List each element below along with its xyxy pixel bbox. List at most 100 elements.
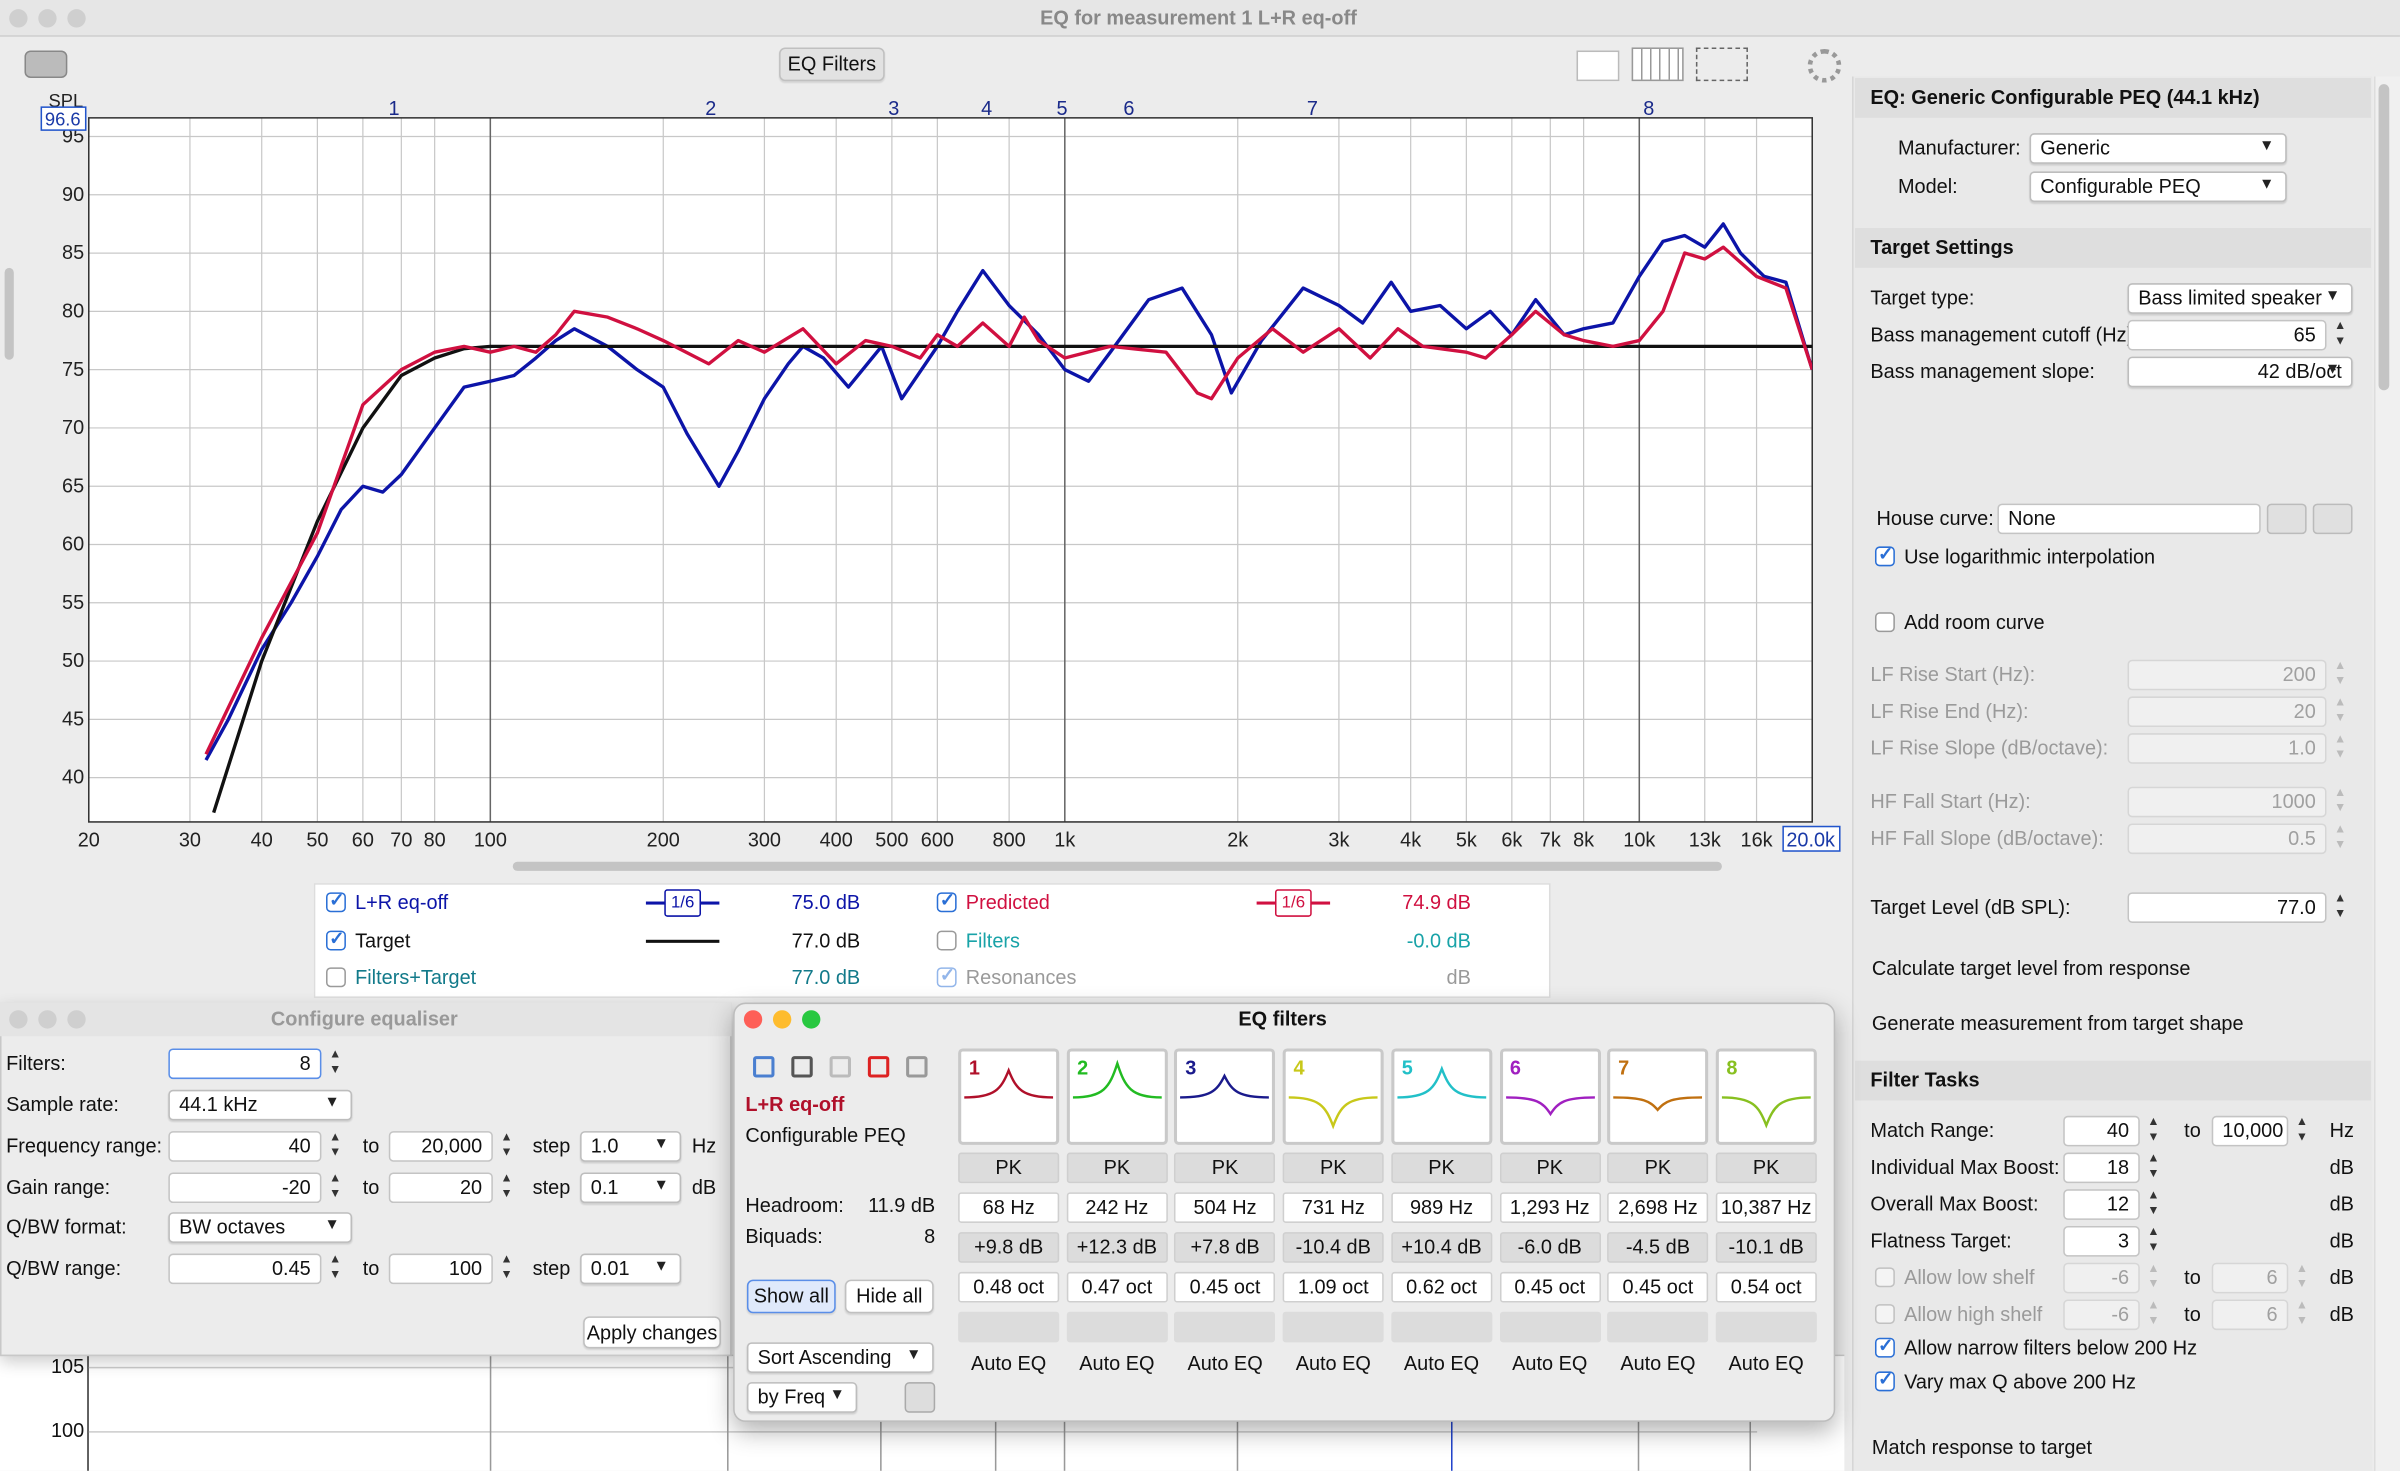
filter-cell[interactable]: 10,387 Hz [1715,1192,1817,1223]
filter-cell[interactable]: 1,293 Hz [1499,1192,1601,1223]
field[interactable]: 20 [388,1172,493,1204]
eq-filters-button[interactable]: EQ Filters [779,47,885,82]
stepper[interactable] [2331,318,2349,351]
filter-cell[interactable]: 0.48 oct [958,1271,1060,1303]
dropdown-arrow[interactable] [2325,357,2343,388]
filters-field[interactable]: 8 [168,1048,322,1080]
field[interactable]: 18 [2063,1152,2140,1184]
qbw-format-dropdown[interactable]: BW octaves [168,1212,353,1243]
stepper[interactable] [326,1130,344,1162]
filter-cell[interactable]: PK [1174,1152,1276,1184]
checkbox[interactable] [1874,1335,1895,1358]
filter-cell[interactable]: 731 Hz [1282,1192,1384,1223]
dropdown-arrow[interactable] [324,1090,342,1121]
stepper[interactable] [2331,891,2349,923]
stepper[interactable] [497,1171,515,1203]
filter-graphic: 3 [1174,1048,1276,1145]
filter-cell[interactable]: -4.5 dB [1607,1232,1709,1263]
filter-cell[interactable]: -6.0 dB [1499,1232,1601,1263]
filter-cell[interactable]: PK [1282,1152,1384,1184]
filter-cell[interactable]: -10.1 dB [1715,1232,1817,1263]
action-link[interactable]: Calculate target level from response [1871,956,2191,980]
filter-cell[interactable]: +10.4 dB [1391,1232,1493,1263]
dropdown-arrow[interactable] [2259,133,2277,164]
filter-marker: 7 [1307,98,1318,120]
filter-cell[interactable]: 989 Hz [1391,1192,1493,1223]
stepper[interactable] [2144,1114,2162,1147]
filter-cell[interactable]: 1.09 oct [1282,1271,1384,1303]
apply-button[interactable]: Apply changes [583,1316,721,1349]
field[interactable]: 10,000 [2211,1115,2289,1147]
stepper[interactable] [497,1252,515,1285]
dropdown-arrow[interactable] [906,1342,924,1373]
filter-cell[interactable]: 0.47 oct [1066,1271,1168,1303]
checkbox[interactable] [1874,1368,1895,1392]
field[interactable]: 40 [168,1131,322,1162]
checkbox[interactable] [1874,612,1895,633]
hide-all-button[interactable]: Hide all [844,1279,934,1314]
field[interactable]: -20 [168,1172,322,1204]
stepper[interactable] [497,1130,515,1162]
to-label: to [362,1175,380,1199]
field[interactable]: 77.0 [2127,892,2327,923]
filter-cell[interactable]: PK [1715,1152,1817,1184]
action-link[interactable]: Match response to target [1871,1435,2093,1459]
checkbox[interactable] [936,889,957,913]
stepper[interactable] [2144,1224,2162,1257]
checkbox[interactable] [936,929,957,950]
stepper[interactable] [2293,1114,2311,1147]
field[interactable]: 100 [388,1253,493,1285]
filter-cell[interactable]: 0.45 oct [1499,1271,1601,1303]
filter-cell[interactable]: PK [958,1152,1060,1184]
field[interactable]: 12 [2063,1189,2140,1220]
view-icon [1631,47,1684,82]
stepper[interactable] [2144,1188,2162,1220]
stepper[interactable] [326,1047,344,1079]
house-curve-field[interactable]: None [1997,503,2261,535]
stepper[interactable] [326,1252,344,1285]
field[interactable]: 3 [2063,1226,2140,1257]
model-dropdown[interactable]: Configurable PEQ [2029,171,2287,203]
dropdown[interactable]: 42 dB/oct [2127,356,2353,388]
checkbox[interactable] [1874,543,1895,567]
filter-cell[interactable]: PK [1066,1152,1168,1184]
dropdown-arrow[interactable] [654,1131,672,1162]
filter-cell[interactable]: 0.54 oct [1715,1271,1817,1303]
show-all-button[interactable]: Show all [746,1279,836,1314]
filter-cell[interactable]: PK [1499,1152,1601,1184]
checkbox[interactable] [326,889,346,913]
field[interactable]: 40 [2063,1115,2140,1147]
dropdown-arrow[interactable] [2325,283,2343,314]
dropdown[interactable]: Bass limited speaker [2127,283,2353,314]
filter-cell[interactable]: 504 Hz [1174,1192,1276,1223]
filter-cell[interactable]: +7.8 dB [1174,1232,1276,1263]
field[interactable]: 0.45 [168,1253,322,1285]
sort-dropdown[interactable]: Sort Ascending [746,1342,934,1373]
action-link[interactable]: Generate measurement from target shape [1871,1011,2244,1035]
filter-cell[interactable]: 242 Hz [1066,1192,1168,1223]
filter-cell[interactable]: 68 Hz [958,1192,1060,1223]
field[interactable]: 65 [2127,319,2327,351]
filter-cell[interactable]: 0.45 oct [1174,1271,1276,1303]
filter-cell[interactable]: PK [1607,1152,1709,1184]
manufacturer-dropdown[interactable]: Generic [2029,133,2287,164]
filter-mode: Auto EQ [1187,1351,1263,1375]
filter-cell[interactable]: +12.3 dB [1066,1232,1168,1263]
dropdown-arrow[interactable] [654,1254,672,1285]
stepper[interactable] [326,1171,344,1203]
checkbox[interactable] [326,927,346,950]
dropdown-arrow[interactable] [2259,171,2277,202]
dropdown-arrow[interactable] [324,1212,342,1243]
stepper[interactable] [2144,1151,2162,1184]
filter-cell[interactable]: 0.62 oct [1391,1271,1493,1303]
filter-cell[interactable]: 2,698 Hz [1607,1192,1709,1223]
filter-cell[interactable]: 0.45 oct [1607,1271,1709,1303]
dropdown-arrow[interactable] [654,1172,672,1203]
checkbox[interactable] [326,967,346,988]
filter-cell[interactable]: -10.4 dB [1282,1232,1384,1263]
field[interactable]: 20,000 [388,1131,493,1162]
filter-cell[interactable]: +9.8 dB [958,1232,1060,1263]
filter-cell[interactable]: PK [1391,1152,1493,1184]
dropdown-arrow[interactable] [830,1382,848,1413]
sample-rate-dropdown[interactable]: 44.1 kHz [168,1089,353,1121]
